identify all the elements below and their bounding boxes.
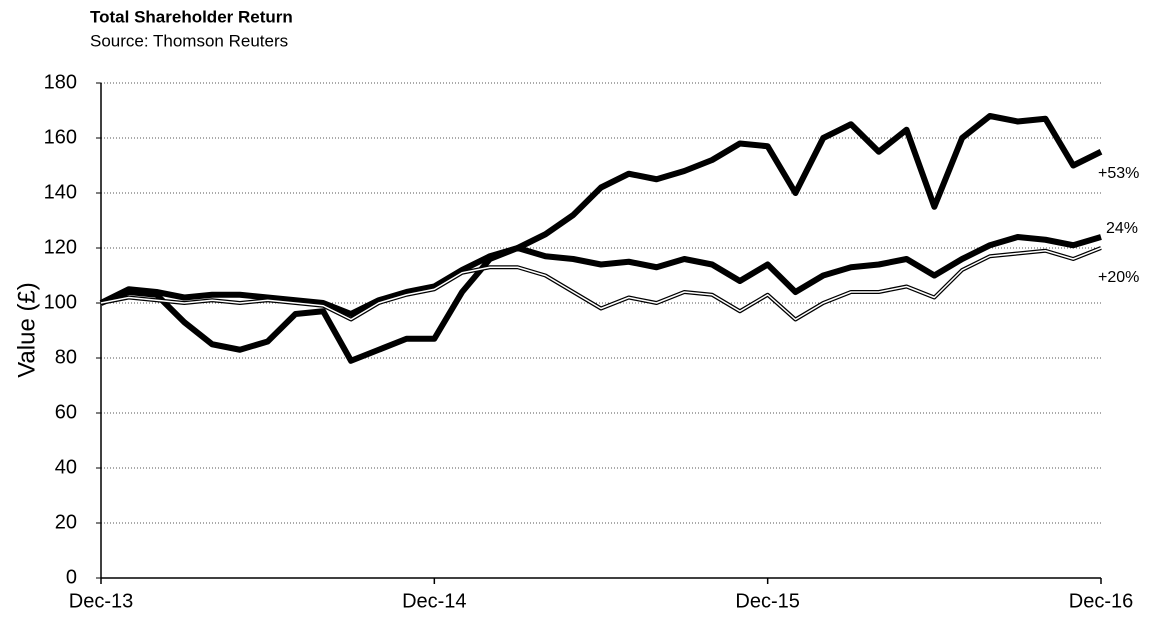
end-label: 24%: [1106, 220, 1138, 237]
y-tick-label: 0: [66, 566, 77, 588]
y-tick-label: 40: [55, 456, 77, 478]
end-label: +20%: [1098, 269, 1139, 286]
y-tick-label: 160: [44, 126, 77, 148]
y-axis-label: Value (£): [13, 282, 40, 378]
line-series: [99, 113, 1103, 364]
y-tick-label: 140: [44, 181, 77, 203]
line-series: [99, 234, 1102, 317]
x-tick-label: Dec-13: [69, 590, 133, 612]
y-tick-label: 60: [55, 401, 77, 423]
y-tick-label: 180: [44, 71, 77, 93]
x-tick-label: Dec-15: [735, 590, 799, 612]
y-tick-label: 20: [55, 511, 77, 533]
y-tick-label: 80: [55, 346, 77, 368]
x-tick-label: Dec-14: [402, 590, 466, 612]
chart-subtitle: Source: Thomson Reuters: [90, 31, 288, 50]
y-tick-label: 120: [44, 236, 77, 258]
y-tick-label: 100: [44, 291, 77, 313]
line-series-inner: [100, 247, 1102, 321]
x-tick-label: Dec-16: [1069, 590, 1133, 612]
chart-title: Total Shareholder Return: [90, 7, 293, 26]
end-label: +53%: [1098, 165, 1139, 182]
